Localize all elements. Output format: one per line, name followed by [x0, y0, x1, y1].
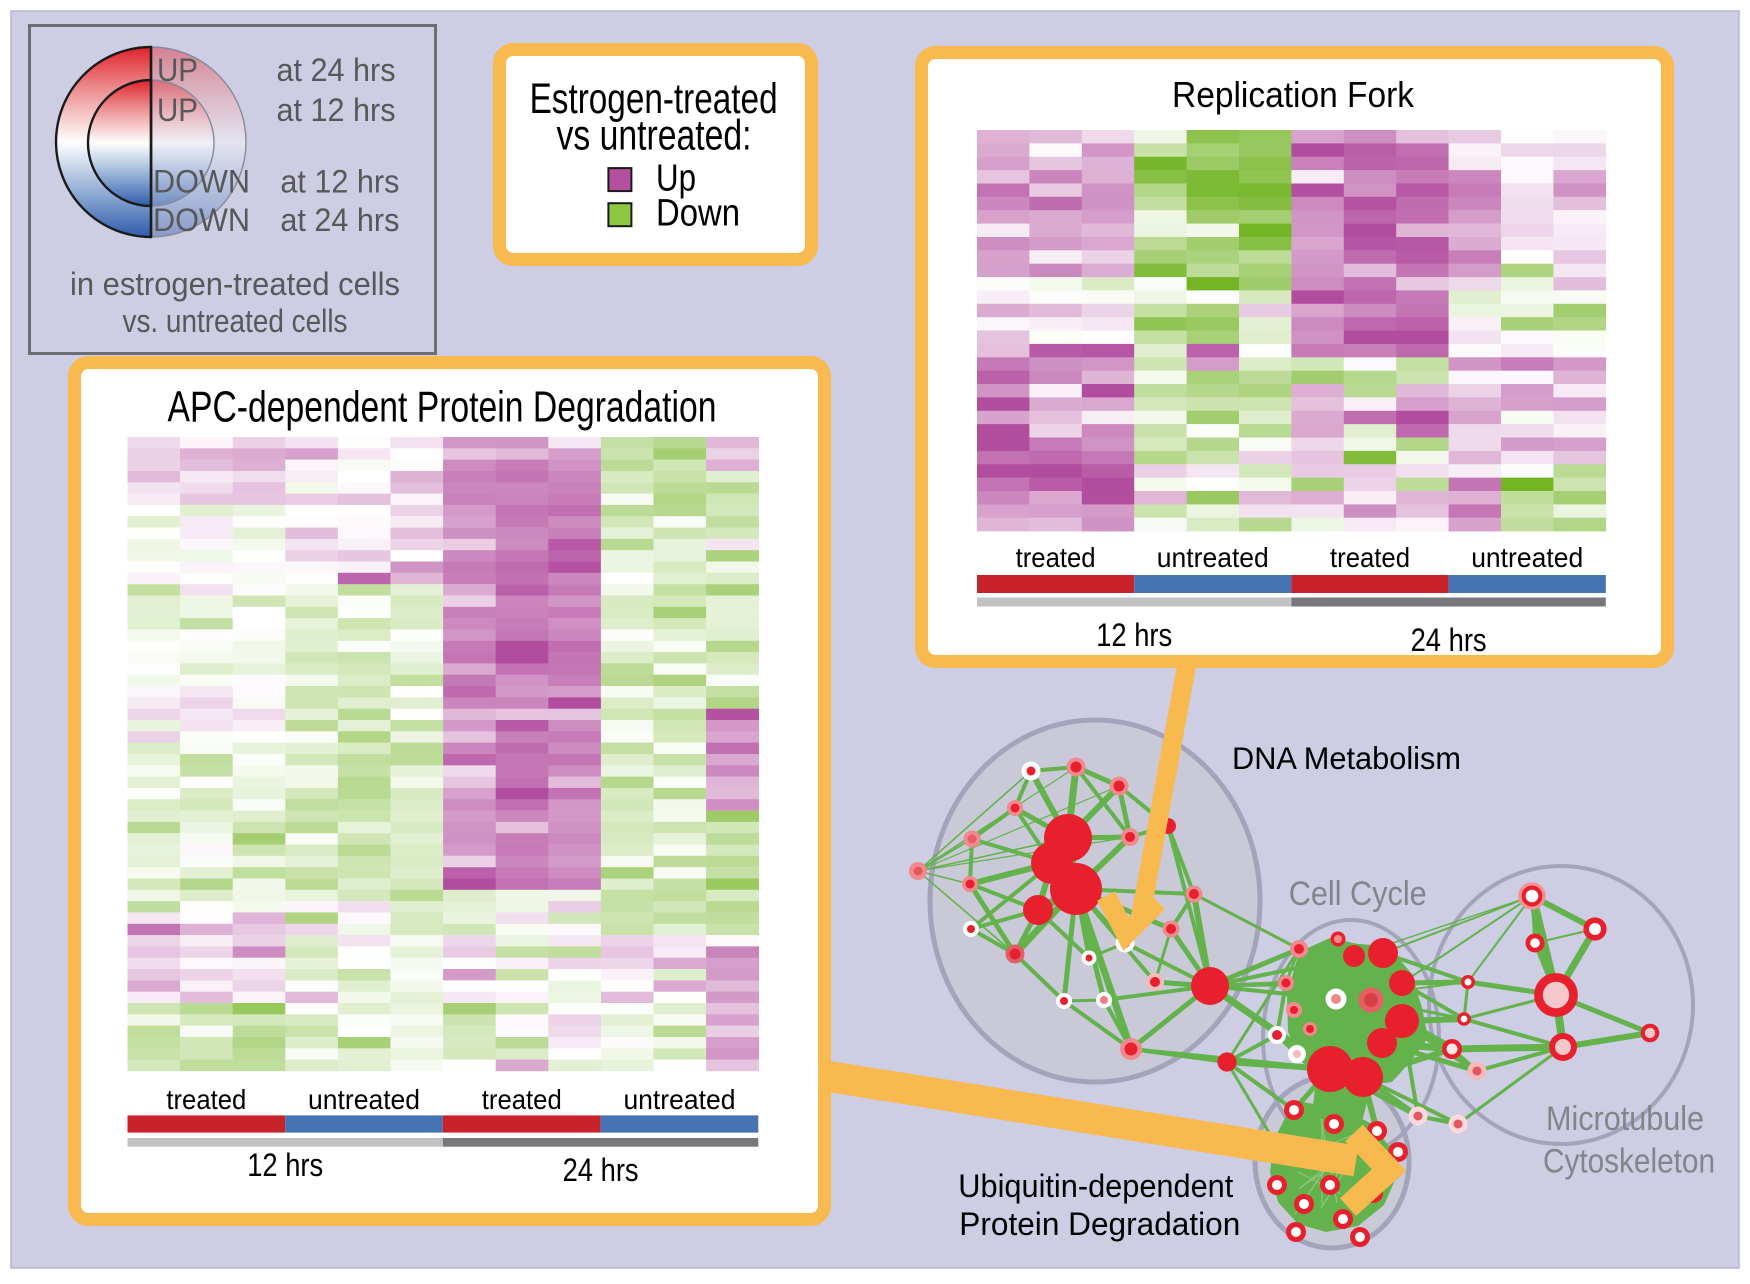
svg-text:DOWN: DOWN: [153, 162, 250, 199]
svg-text:in estrogen-treated cells: in estrogen-treated cells: [70, 265, 400, 302]
svg-text:at 12 hrs: at 12 hrs: [277, 91, 396, 128]
svg-text:DOWN: DOWN: [153, 201, 250, 238]
svg-text:treated: treated: [482, 1084, 562, 1115]
svg-text:APC-dependent Protein Degradat: APC-dependent Protein Degradation: [168, 384, 717, 432]
svg-text:DNA Metabolism: DNA Metabolism: [1232, 741, 1461, 776]
svg-text:Down: Down: [656, 193, 740, 235]
svg-text:UP: UP: [157, 91, 198, 128]
svg-text:untreated: untreated: [308, 1084, 420, 1115]
svg-text:24 hrs: 24 hrs: [563, 1152, 639, 1188]
svg-text:treated: treated: [1330, 542, 1410, 573]
svg-text:Cell Cycle: Cell Cycle: [1289, 875, 1427, 913]
svg-text:UP: UP: [157, 51, 198, 88]
svg-text:Microtubule: Microtubule: [1546, 1100, 1704, 1138]
svg-text:at 12 hrs: at 12 hrs: [280, 162, 399, 199]
svg-text:untreated: untreated: [623, 1084, 735, 1115]
svg-text:vs untreated:: vs untreated:: [557, 112, 752, 159]
svg-text:Up: Up: [656, 157, 696, 199]
svg-text:vs. untreated cells: vs. untreated cells: [123, 302, 348, 339]
svg-text:24 hrs: 24 hrs: [1411, 622, 1487, 658]
svg-text:untreated: untreated: [1471, 542, 1583, 573]
svg-text:untreated: untreated: [1157, 542, 1269, 573]
svg-text:Replication Fork: Replication Fork: [1172, 74, 1415, 115]
svg-text:Protein Degradation: Protein Degradation: [959, 1206, 1240, 1242]
svg-text:treated: treated: [166, 1084, 246, 1115]
svg-text:at 24 hrs: at 24 hrs: [280, 201, 399, 238]
svg-text:Estrogen-treated: Estrogen-treated: [530, 75, 778, 122]
svg-text:12 hrs: 12 hrs: [1096, 617, 1172, 653]
svg-text:Ubiquitin-dependent: Ubiquitin-dependent: [958, 1168, 1233, 1204]
svg-text:12 hrs: 12 hrs: [247, 1147, 323, 1183]
svg-text:treated: treated: [1016, 542, 1096, 573]
svg-text:at 24 hrs: at 24 hrs: [277, 51, 396, 88]
svg-text:Cytoskeleton: Cytoskeleton: [1543, 1143, 1715, 1181]
